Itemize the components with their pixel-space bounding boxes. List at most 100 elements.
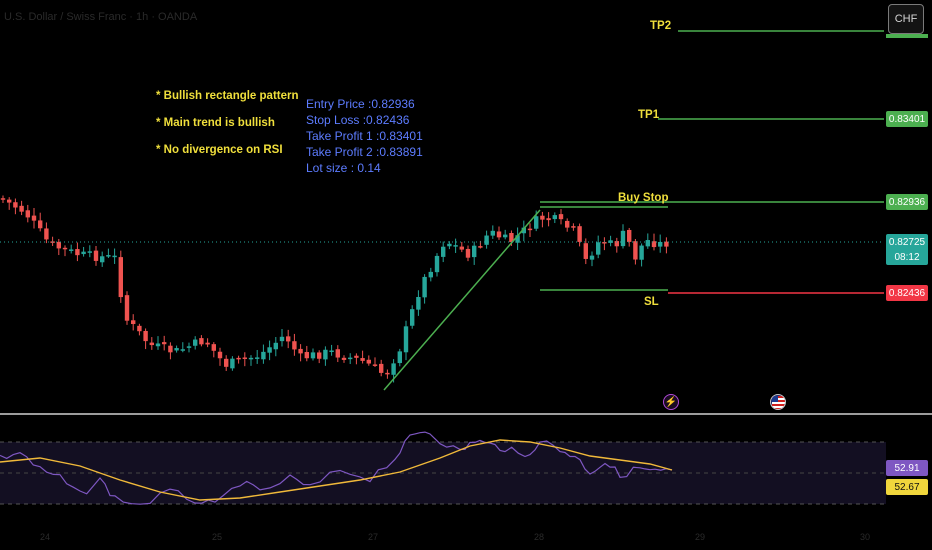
candle-body xyxy=(211,344,216,351)
sl-label: SL xyxy=(644,296,659,308)
candle-body xyxy=(69,249,74,251)
note-3: * No divergence on RSI xyxy=(156,144,283,156)
candle-body xyxy=(453,245,458,247)
candle-body xyxy=(186,346,192,348)
symbol-header: U.S. Dollar / Swiss Franc · 1h · OANDA xyxy=(4,11,198,23)
candle-body xyxy=(31,215,37,221)
candle-body xyxy=(416,297,421,310)
candle-body xyxy=(255,357,260,359)
candle-body xyxy=(521,227,526,234)
candle-body xyxy=(403,326,409,353)
candle-body xyxy=(565,220,570,228)
candle-body xyxy=(571,226,576,228)
lightning-icon[interactable]: ⚡ xyxy=(663,394,679,410)
candle-body xyxy=(608,240,613,243)
candle-body xyxy=(484,235,489,245)
candle-body xyxy=(7,199,12,203)
candle-body xyxy=(664,241,669,247)
rsi-ma-line xyxy=(0,439,673,501)
time-label-3: 28 xyxy=(534,532,544,542)
note-2: * Main trend is bullish xyxy=(156,117,275,129)
candle-body xyxy=(620,230,626,247)
candle-body xyxy=(100,256,105,263)
time-label-5: 30 xyxy=(860,532,870,542)
candle-body xyxy=(428,271,433,278)
candles-group xyxy=(0,195,669,383)
candle-body xyxy=(224,358,229,367)
candle-body xyxy=(205,342,210,345)
candle-body xyxy=(658,241,663,247)
candle-body xyxy=(447,243,452,247)
candle-body xyxy=(217,351,223,359)
candle-body xyxy=(168,345,173,353)
candle-body xyxy=(261,351,266,360)
candle-body xyxy=(199,338,204,345)
candle-body xyxy=(93,250,99,261)
candle-body xyxy=(298,348,303,354)
candle-body xyxy=(589,255,595,260)
candle-body xyxy=(354,355,359,358)
candle-body xyxy=(602,242,607,244)
candle-body xyxy=(25,210,30,218)
candle-body xyxy=(534,216,539,229)
candle-body xyxy=(44,228,49,240)
candle-body xyxy=(75,249,80,256)
candle-body xyxy=(286,336,291,342)
currency-button[interactable]: CHF xyxy=(888,4,924,34)
candle-body xyxy=(124,295,130,321)
candle-body xyxy=(13,202,18,208)
candle-body xyxy=(515,235,520,243)
candle-body xyxy=(465,248,471,258)
candle-body xyxy=(56,241,61,249)
buy-stop-label: Buy Stop xyxy=(618,192,669,204)
candle-body xyxy=(651,241,657,248)
note-1: * Bullish rectangle pattern xyxy=(156,90,299,102)
candle-body xyxy=(546,218,551,221)
candle-body xyxy=(583,243,588,259)
candle-body xyxy=(323,349,328,360)
candle-body xyxy=(62,247,68,250)
entry-price-label: 0.82936 xyxy=(886,194,928,210)
candle-body xyxy=(0,198,6,200)
candle-body xyxy=(434,255,440,273)
candle-body xyxy=(19,205,24,212)
candle-body xyxy=(143,330,148,342)
candle-body xyxy=(155,343,161,347)
analysis-notes: * Bullish rectangle pattern * Main trend… xyxy=(156,90,299,171)
candle-body xyxy=(193,339,198,346)
candle-body xyxy=(552,215,557,220)
candle-body xyxy=(149,342,154,346)
take-profit-1-text: Take Profit 1 :0.83401 xyxy=(306,129,423,143)
candle-body xyxy=(410,309,415,326)
candle-body xyxy=(112,255,117,258)
candle-body xyxy=(627,229,632,242)
candle-body xyxy=(490,230,495,236)
entry-price-text: Entry Price :0.82936 xyxy=(306,97,415,111)
candle-body xyxy=(279,336,285,342)
bar-countdown-label: 08:12 xyxy=(886,249,928,265)
tp2-label: TP2 xyxy=(650,20,672,32)
drawings-group xyxy=(0,30,928,391)
candle-body xyxy=(503,234,508,238)
candle-body xyxy=(304,352,309,359)
current-price-label: 0.82725 xyxy=(886,234,928,250)
candle-body xyxy=(639,245,644,260)
candle-body xyxy=(329,350,334,353)
sl-price-label: 0.82436 xyxy=(886,285,928,301)
candle-body xyxy=(248,357,254,360)
time-label-2: 27 xyxy=(368,532,378,542)
candle-body xyxy=(137,325,142,332)
rsi-value-label: 52.91 xyxy=(886,460,928,476)
time-label-0: 24 xyxy=(40,532,50,542)
candle-body xyxy=(180,349,185,351)
us-flag-icon[interactable] xyxy=(770,394,786,410)
stop-loss-text: Stop Loss :0.82436 xyxy=(306,113,410,127)
candle-body xyxy=(472,245,477,258)
candle-body xyxy=(348,357,353,360)
candle-body xyxy=(379,363,384,373)
candle-body xyxy=(236,357,241,360)
trade-info-box: Entry Price :0.82936 Stop Loss :0.82436 … xyxy=(306,96,423,176)
time-label-1: 25 xyxy=(212,532,222,542)
us-flag-graphic xyxy=(771,395,785,409)
